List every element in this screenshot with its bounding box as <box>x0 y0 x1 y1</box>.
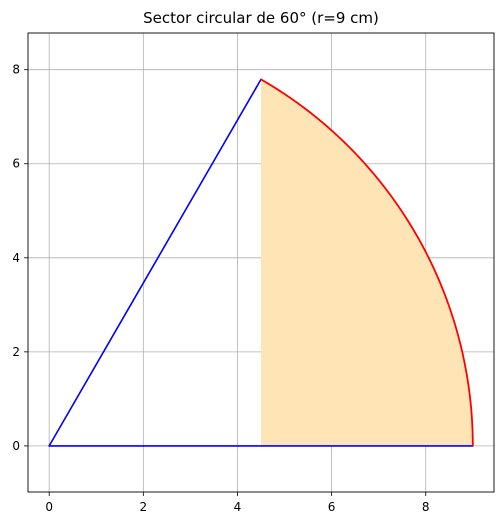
y-tick-label: 0 <box>12 439 20 453</box>
sector-radius-line <box>48 78 262 447</box>
x-tick-label: 6 <box>328 500 336 514</box>
x-tick-label: 4 <box>234 500 242 514</box>
y-tick-label: 8 <box>12 63 20 77</box>
sector-fill <box>261 79 473 446</box>
y-tick-label: 2 <box>12 345 20 359</box>
plot-frame <box>27 32 495 493</box>
x-tick-label: 0 <box>45 500 53 514</box>
line-layer <box>48 78 474 447</box>
sector-arc <box>260 78 474 446</box>
x-tick-label: 8 <box>422 500 430 514</box>
sector-fill-layer <box>261 79 473 446</box>
chart-title: Sector circular de 60° (r=9 cm) <box>143 9 379 27</box>
y-tick-label: 4 <box>12 251 20 265</box>
y-tick-label: 6 <box>12 157 20 171</box>
axis-ticks: 0 2 4 6 8 0 2 4 6 8 <box>12 63 429 514</box>
x-tick-label: 2 <box>140 500 148 514</box>
